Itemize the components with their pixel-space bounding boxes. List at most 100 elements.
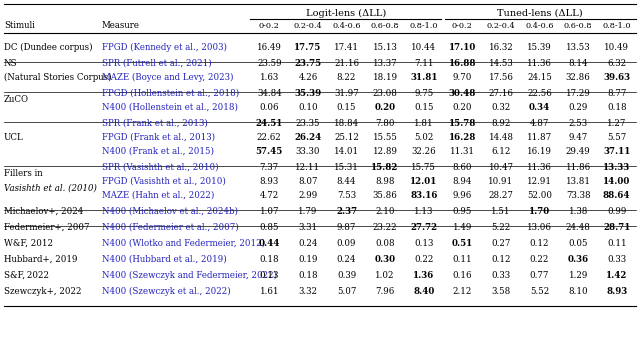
Text: 2.10: 2.10 [375, 206, 395, 215]
Text: 0.13: 0.13 [260, 270, 279, 279]
Text: Stimuli: Stimuli [4, 21, 35, 31]
Text: 0.39: 0.39 [337, 270, 356, 279]
Text: 9.47: 9.47 [568, 132, 588, 141]
Text: 0.8-1.0: 0.8-1.0 [602, 22, 631, 30]
Text: 0.30: 0.30 [374, 255, 396, 264]
Text: 11.87: 11.87 [527, 132, 552, 141]
Text: 0.15: 0.15 [337, 103, 356, 111]
Text: W&F, 2012: W&F, 2012 [4, 238, 53, 247]
Text: 0.24: 0.24 [298, 238, 317, 247]
Text: 10.91: 10.91 [488, 176, 513, 185]
Text: FPGD (Kennedy et al., 2003): FPGD (Kennedy et al., 2003) [102, 42, 227, 52]
Text: 8.14: 8.14 [568, 58, 588, 67]
Text: N400 (Szewczyk and Federmeier, 2022): N400 (Szewczyk and Federmeier, 2022) [102, 270, 277, 280]
Text: 1.02: 1.02 [375, 270, 395, 279]
Text: Tuned-lens (ΔLL): Tuned-lens (ΔLL) [497, 9, 582, 18]
Text: 8.93: 8.93 [606, 287, 627, 295]
Text: 0.13: 0.13 [414, 238, 433, 247]
Text: 1.27: 1.27 [607, 118, 627, 128]
Text: 21.16: 21.16 [334, 58, 359, 67]
Text: 0.24: 0.24 [337, 255, 356, 264]
Text: 32.26: 32.26 [412, 147, 436, 155]
Text: 5.07: 5.07 [337, 287, 356, 295]
Text: 24.51: 24.51 [255, 118, 283, 128]
Text: 33.30: 33.30 [296, 147, 320, 155]
Text: Hubbard+, 2019: Hubbard+, 2019 [4, 255, 77, 264]
Text: 15.75: 15.75 [412, 162, 436, 172]
Text: 10.44: 10.44 [412, 43, 436, 52]
Text: 0.51: 0.51 [452, 238, 473, 247]
Text: 11.36: 11.36 [527, 58, 552, 67]
Text: 17.29: 17.29 [566, 88, 591, 97]
Text: 0.6-0.8: 0.6-0.8 [564, 22, 593, 30]
Text: S&F, 2022: S&F, 2022 [4, 270, 49, 279]
Text: 0.20: 0.20 [452, 103, 472, 111]
Text: 4.72: 4.72 [260, 191, 279, 200]
Text: 0.34: 0.34 [529, 103, 550, 111]
Text: 1.13: 1.13 [414, 206, 433, 215]
Text: 9.70: 9.70 [452, 73, 472, 82]
Text: 0.32: 0.32 [492, 103, 511, 111]
Text: 1.29: 1.29 [568, 270, 588, 279]
Text: 8.60: 8.60 [452, 162, 472, 172]
Text: 27.16: 27.16 [488, 88, 513, 97]
Text: 14.53: 14.53 [488, 58, 513, 67]
Text: SPR (Futrell et al., 2021): SPR (Futrell et al., 2021) [102, 58, 212, 67]
Text: 5.22: 5.22 [492, 223, 511, 232]
Text: 0.16: 0.16 [452, 270, 472, 279]
Text: 16.19: 16.19 [527, 147, 552, 155]
Text: 35.39: 35.39 [294, 88, 321, 97]
Text: 28.71: 28.71 [603, 223, 630, 232]
Text: FPGD (Hollenstein et al., 2018): FPGD (Hollenstein et al., 2018) [102, 88, 239, 97]
Text: 8.44: 8.44 [337, 176, 356, 185]
Text: 18.84: 18.84 [334, 118, 359, 128]
Text: 0.18: 0.18 [298, 270, 317, 279]
Text: 0.29: 0.29 [568, 103, 588, 111]
Text: 0.11: 0.11 [607, 238, 627, 247]
Text: 2.12: 2.12 [452, 287, 472, 295]
Text: 37.11: 37.11 [603, 147, 630, 155]
Text: 0.12: 0.12 [491, 255, 511, 264]
Text: Szewczyk+, 2022: Szewczyk+, 2022 [4, 287, 81, 295]
Text: 14.48: 14.48 [488, 132, 513, 141]
Text: NS: NS [4, 58, 17, 67]
Text: 4.87: 4.87 [530, 118, 549, 128]
Text: 57.45: 57.45 [255, 147, 283, 155]
Text: 10.49: 10.49 [604, 43, 629, 52]
Text: 0.22: 0.22 [414, 255, 433, 264]
Text: 22.56: 22.56 [527, 88, 552, 97]
Text: 2.53: 2.53 [568, 118, 588, 128]
Text: 23.22: 23.22 [372, 223, 397, 232]
Text: 15.13: 15.13 [372, 43, 397, 52]
Text: 4.26: 4.26 [298, 73, 317, 82]
Text: 14.00: 14.00 [603, 176, 630, 185]
Text: 17.10: 17.10 [449, 43, 476, 52]
Text: 0.05: 0.05 [568, 238, 588, 247]
Text: 16.28: 16.28 [449, 132, 476, 141]
Text: 8.93: 8.93 [260, 176, 279, 185]
Text: N400 (Federmeier et al., 2007): N400 (Federmeier et al., 2007) [102, 223, 239, 232]
Text: 0.18: 0.18 [607, 103, 627, 111]
Text: 0.2-0.4: 0.2-0.4 [294, 22, 322, 30]
Text: 1.36: 1.36 [413, 270, 435, 279]
Text: 1.81: 1.81 [414, 118, 433, 128]
Text: 1.70: 1.70 [529, 206, 550, 215]
Text: 29.49: 29.49 [566, 147, 591, 155]
Text: 22.62: 22.62 [257, 132, 282, 141]
Text: 2.37: 2.37 [336, 206, 357, 215]
Text: 1.79: 1.79 [298, 206, 317, 215]
Text: 5.02: 5.02 [414, 132, 433, 141]
Text: 0.4-0.6: 0.4-0.6 [525, 22, 554, 30]
Text: 15.39: 15.39 [527, 43, 552, 52]
Text: 0.08: 0.08 [375, 238, 395, 247]
Text: 16.49: 16.49 [257, 43, 282, 52]
Text: MAZE (Boyce and Levy, 2023): MAZE (Boyce and Levy, 2023) [102, 73, 234, 82]
Text: UCL: UCL [4, 132, 24, 141]
Text: 0.18: 0.18 [259, 255, 279, 264]
Text: 7.53: 7.53 [337, 191, 356, 200]
Text: 6.32: 6.32 [607, 58, 627, 67]
Text: 31.81: 31.81 [410, 73, 438, 82]
Text: 0.44: 0.44 [259, 238, 280, 247]
Text: 0.11: 0.11 [452, 255, 472, 264]
Text: 83.16: 83.16 [410, 191, 437, 200]
